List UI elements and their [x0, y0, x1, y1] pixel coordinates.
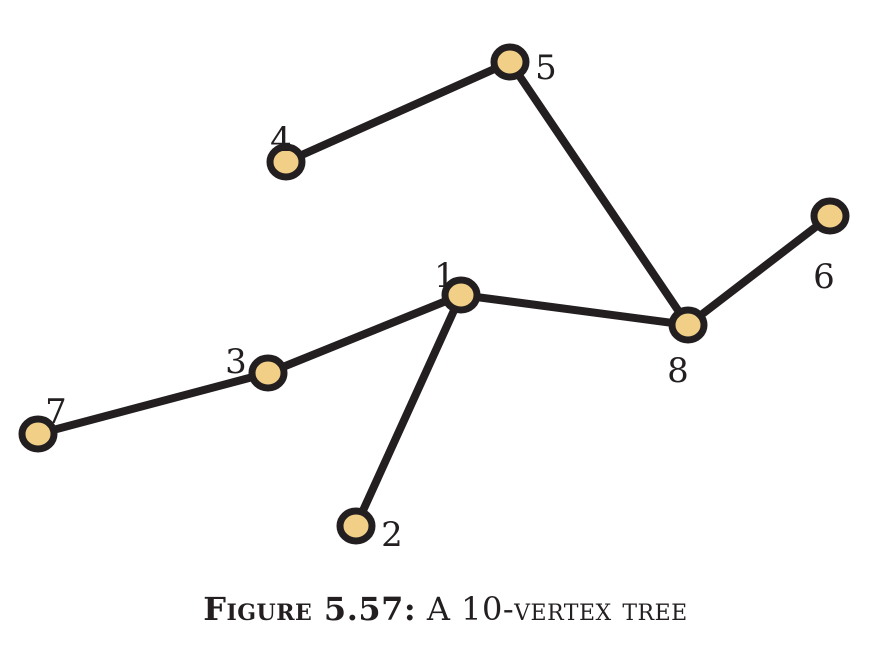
vertices: 1 2 3 4 5 6 7 8	[18, 43, 850, 555]
vertex-7	[18, 415, 58, 453]
vertex-label-8: 8	[667, 351, 689, 391]
tree-diagram: 1 2 3 4 5 6 7 8	[18, 43, 850, 555]
vertex-5	[490, 43, 530, 81]
vertex-4	[266, 143, 306, 181]
figure-caption: Figure 5.57: A 10-vertex tree	[0, 590, 891, 628]
vertex-1	[441, 276, 481, 314]
vertex-label-2: 2	[381, 515, 403, 555]
edges	[34, 58, 834, 530]
vertex-label-7: 7	[45, 392, 67, 432]
edge-3-7	[34, 369, 272, 438]
vertex-2	[336, 507, 376, 545]
edge-4-5	[282, 58, 514, 166]
figure-title: A 10-vertex tree	[426, 590, 688, 628]
vertex-label-6: 6	[813, 257, 835, 297]
edge-8-6	[684, 212, 834, 329]
vertex-label-4: 4	[270, 120, 292, 160]
vertex-label-5: 5	[535, 48, 557, 88]
vertex-6	[810, 197, 850, 235]
vertex-3	[248, 354, 288, 392]
vertex-label-3: 3	[225, 342, 247, 382]
edge-1-3	[264, 291, 465, 377]
vertex-8	[668, 306, 708, 344]
edge-1-8	[457, 291, 692, 329]
figure-number: Figure 5.57:	[203, 590, 417, 628]
edge-1-2	[352, 291, 465, 530]
edge-5-8	[506, 58, 692, 329]
vertex-label-1: 1	[434, 256, 456, 296]
